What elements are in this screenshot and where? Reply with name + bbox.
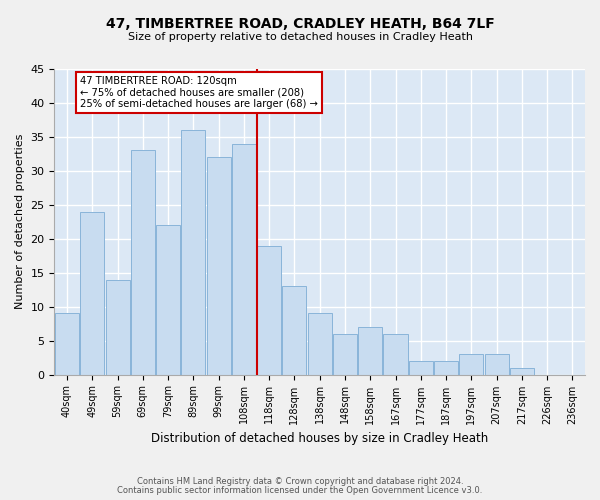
Bar [485,354,509,374]
Text: 47 TIMBERTREE ROAD: 120sqm
← 75% of detached houses are smaller (208)
25% of sem: 47 TIMBERTREE ROAD: 120sqm ← 75% of deta… [80,76,317,109]
Bar [106,280,130,374]
Bar [257,246,281,374]
Bar [333,334,357,374]
Text: 47, TIMBERTREE ROAD, CRADLEY HEATH, B64 7LF: 47, TIMBERTREE ROAD, CRADLEY HEATH, B64 … [106,18,494,32]
Bar [358,327,382,374]
Bar [131,150,155,374]
Bar [308,314,332,374]
Bar [409,361,433,374]
Bar [383,334,407,374]
Bar [232,144,256,374]
Bar [510,368,534,374]
Text: Contains public sector information licensed under the Open Government Licence v3: Contains public sector information licen… [118,486,482,495]
Text: Size of property relative to detached houses in Cradley Heath: Size of property relative to detached ho… [128,32,473,42]
Bar [55,314,79,374]
Bar [283,286,307,374]
Bar [434,361,458,374]
Bar [459,354,484,374]
Bar [206,158,230,374]
X-axis label: Distribution of detached houses by size in Cradley Heath: Distribution of detached houses by size … [151,432,488,445]
Bar [80,212,104,374]
Text: Contains HM Land Registry data © Crown copyright and database right 2024.: Contains HM Land Registry data © Crown c… [137,477,463,486]
Bar [156,225,180,374]
Bar [181,130,205,374]
Y-axis label: Number of detached properties: Number of detached properties [15,134,25,310]
